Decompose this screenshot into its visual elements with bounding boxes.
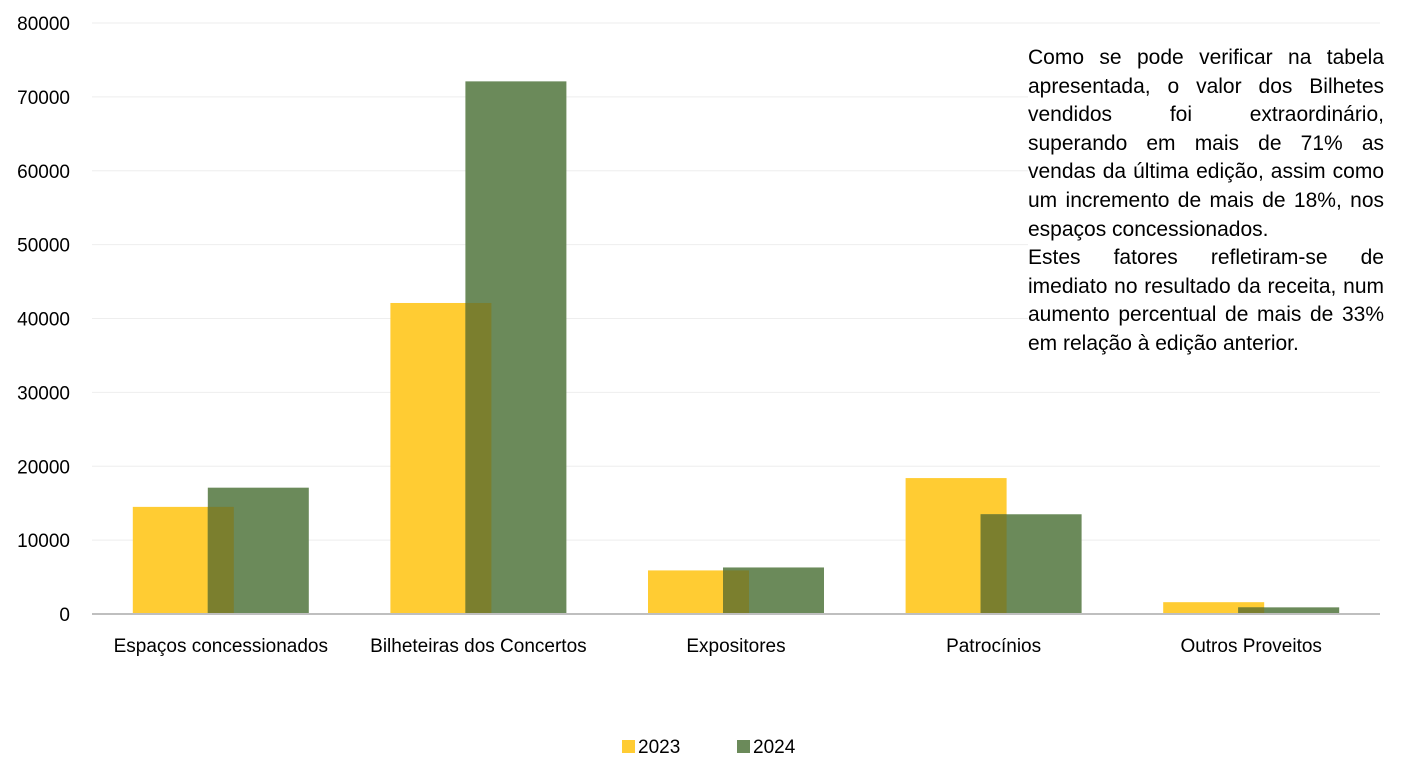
- legend: 2023 2024: [622, 737, 796, 758]
- legend-swatch-2023: [622, 740, 635, 753]
- annotation-text: Como se pode verificar na tabela apresen…: [1028, 44, 1384, 359]
- bar-overlap: [723, 570, 749, 614]
- x-tick-label: Expositores: [686, 636, 785, 657]
- bar-overlap: [1238, 607, 1265, 614]
- y-axis: 0 10000 20000 30000 40000 50000 60000 70000 8000…: [17, 14, 70, 626]
- x-tick-label: Espaços concessionados: [114, 636, 328, 657]
- y-tick-label: 30000: [17, 383, 70, 404]
- bar-overlap: [980, 514, 1007, 614]
- y-tick-label: 0: [59, 605, 70, 626]
- y-tick-label: 20000: [17, 457, 70, 478]
- y-tick-label: 10000: [17, 531, 70, 552]
- legend-label-2023: 2023: [638, 737, 680, 758]
- bars: [132, 81, 1340, 614]
- bar-overlap: [465, 302, 492, 614]
- x-axis: Espaços concessionados Bilheteiras dos Co…: [114, 636, 1322, 657]
- y-tick-label: 40000: [17, 310, 70, 331]
- legend-label-2024: 2024: [753, 737, 796, 758]
- gridlines: [92, 22, 1380, 541]
- bar-overlap: [207, 506, 234, 614]
- bar-2024: [1238, 607, 1340, 614]
- y-tick-label: 60000: [17, 162, 70, 183]
- bar-2023: [1163, 602, 1265, 614]
- legend-swatch-2024: [737, 740, 750, 753]
- x-tick-label: Bilheteiras dos Concertos: [370, 636, 587, 657]
- annotation-paragraph-1: Como se pode verificar na tabela apresen…: [1028, 46, 1384, 241]
- x-tick-label: Outros Proveitos: [1180, 636, 1322, 657]
- y-tick-label: 80000: [17, 14, 70, 35]
- x-tick-label: Patrocínios: [946, 636, 1041, 657]
- y-tick-label: 70000: [17, 88, 70, 109]
- annotation-paragraph-2: Estes fatores refletiram-se de imediato …: [1028, 246, 1384, 355]
- y-tick-label: 50000: [17, 236, 70, 257]
